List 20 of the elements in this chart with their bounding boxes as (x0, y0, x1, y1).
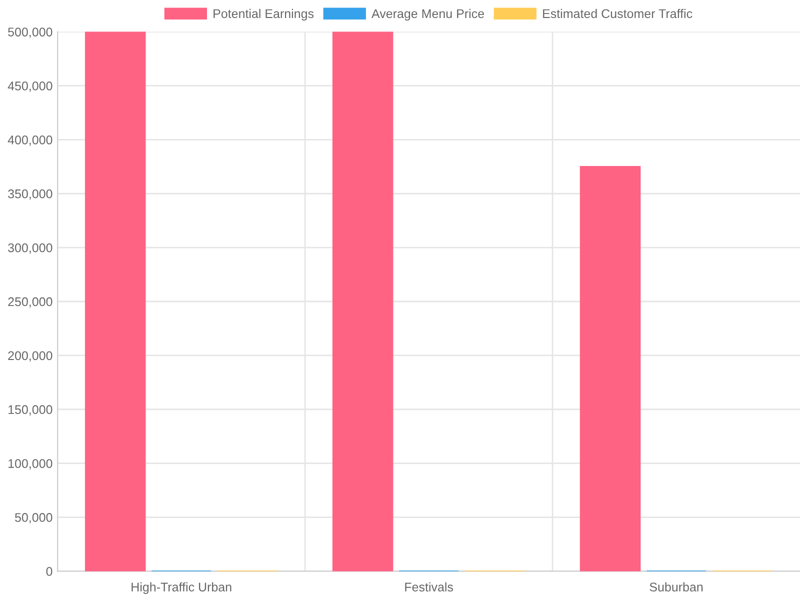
x-tick-label: Festivals (405, 582, 454, 592)
y-tick-label: 50,000 (15, 513, 52, 524)
legend-label: Average Menu Price (372, 8, 484, 21)
legend-label: Potential Earnings (214, 8, 314, 21)
x-tick-label: High-Traffic Urban (132, 582, 232, 594)
bar (332, 32, 394, 572)
y-tick-label: 500,000 (8, 28, 52, 38)
legend-label: Estimated Customer Traffic (543, 8, 692, 18)
y-tick-label: 150,000 (8, 405, 52, 416)
bar (84, 32, 146, 572)
y-tick-label: 0 (46, 567, 52, 576)
y-tick-label: 200,000 (8, 351, 52, 362)
y-tick-label: 450,000 (8, 82, 52, 92)
bar (580, 166, 641, 572)
y-tick-label: 350,000 (8, 189, 52, 200)
y-tick-label: 400,000 (8, 135, 52, 146)
y-tick-label: 250,000 (8, 297, 52, 308)
x-tick-label: Suburban (650, 582, 703, 592)
y-tick-label: 100,000 (8, 459, 52, 470)
y-tick-label: 300,000 (8, 243, 52, 254)
